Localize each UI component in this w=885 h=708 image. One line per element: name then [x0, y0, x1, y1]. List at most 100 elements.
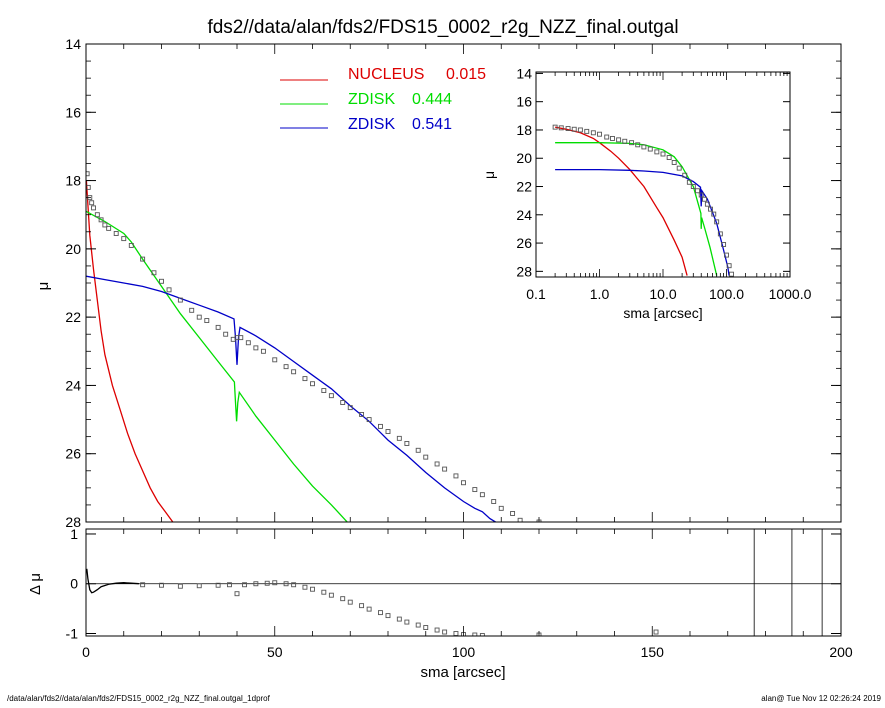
main-data-point — [396, 435, 402, 441]
main-series-zdisk1 — [86, 210, 349, 522]
main-data-point — [215, 324, 221, 330]
legend-entry-nucleus: NUCLEUS 0.015 — [280, 66, 486, 83]
inset-data-point — [654, 149, 660, 155]
inset-y-tick-label: 20 — [516, 150, 532, 166]
main-plot-frame — [85, 43, 842, 523]
main-data-point — [347, 405, 353, 411]
inset-y-tick-label: 14 — [516, 65, 532, 81]
residual-data-point — [196, 583, 202, 589]
inset-data-point — [726, 263, 732, 269]
main-data-point — [140, 256, 146, 262]
residual-data-point — [404, 619, 410, 625]
inset-series-nucleus — [554, 126, 688, 276]
main-data-point — [189, 307, 195, 313]
inset-series-zdisk1 — [555, 142, 718, 276]
main-axes: 14 16 18 20 22 24 26 28 — [65, 36, 842, 530]
residual-data-point — [378, 610, 383, 616]
residual-data-point — [415, 622, 421, 628]
residual-data-point — [272, 580, 278, 586]
main-y-tick-label: 24 — [65, 377, 81, 393]
legend: NUCLEUS 0.015 ZDISK 0.444 ZDISK 0.541 — [280, 66, 486, 133]
residual-plot-area — [86, 529, 841, 636]
main-data-point — [461, 480, 466, 486]
inset-data-point — [641, 144, 647, 150]
footer-filename: /data/alan/fds2//data/alan/fds2/FDS15_00… — [7, 694, 270, 703]
inset-x-tick-label: 100.0 — [709, 286, 744, 302]
residual-data-point — [385, 613, 391, 619]
main-data-point — [89, 200, 95, 206]
inset-data-point — [597, 131, 602, 137]
inset-data-point — [647, 146, 653, 152]
inset-data-point — [717, 231, 723, 237]
inset-data-point — [558, 125, 564, 131]
main-data-point — [321, 388, 327, 393]
residual-x-axis-label: sma [arcsec] — [420, 664, 505, 681]
inset-line-zdisk2 — [555, 168, 730, 276]
residual-x-tick-label: 200 — [829, 644, 853, 660]
residual-data-point — [321, 589, 327, 595]
main-data-point — [94, 212, 100, 218]
residual-x-tick-label: 50 — [267, 644, 283, 660]
main-y-tick-label: 14 — [65, 36, 81, 52]
inset-data-point — [635, 142, 641, 148]
inset-data-point — [616, 137, 622, 143]
residual-data-point — [234, 591, 240, 597]
inset-data-point — [671, 160, 677, 165]
main-data-point — [177, 297, 183, 303]
main-data-point — [106, 225, 112, 231]
inset-data-point — [721, 242, 727, 247]
main-data-point — [128, 242, 134, 248]
residual-data-point — [653, 629, 659, 635]
inset-data-point — [686, 179, 692, 185]
legend-value-zdisk-2: 0.541 — [412, 116, 452, 133]
residual-data-point — [264, 580, 270, 586]
legend-label-nucleus: NUCLEUS — [348, 66, 424, 83]
main-line-nucleus — [86, 180, 174, 522]
main-series-zdisk2 — [86, 275, 497, 522]
residual-data-point — [226, 582, 232, 588]
residual-data-point — [159, 582, 164, 588]
inset-series-zdisk2 — [555, 168, 730, 276]
main-data-point — [113, 231, 119, 236]
main-y-tick-label: 20 — [65, 241, 81, 257]
residual-data-point — [472, 632, 478, 636]
main-data-point — [442, 466, 448, 472]
inset-axes: 14 16 18 20 22 24 26 28 0.1 1.0 10.0 100.0 1000.0 — [516, 65, 811, 302]
inset-data-point — [610, 135, 615, 141]
main-data-point — [385, 429, 391, 434]
main-data-point — [102, 222, 108, 228]
inset-y-tick-label: 26 — [516, 235, 532, 251]
inset-data-point — [729, 271, 734, 277]
main-data-point — [91, 205, 97, 211]
main-data-point — [253, 345, 259, 351]
inset-data-point — [590, 130, 596, 136]
main-data-point — [423, 454, 429, 460]
chart-title: fds2//data/alan/fds2/FDS15_0002_r2g_NZZ_… — [207, 17, 678, 38]
main-data-point — [404, 441, 410, 446]
main-data-point — [166, 287, 172, 293]
main-data-point — [238, 335, 244, 341]
inset-data-point — [676, 165, 682, 171]
inset-y-tick-label: 24 — [516, 207, 532, 223]
inset-data-point — [584, 128, 590, 134]
main-data-point — [151, 270, 157, 276]
legend-entry-zdisk-1: ZDISK 0.444 — [280, 91, 452, 108]
residual-x-tick-label: 0 — [82, 644, 90, 660]
residual-plot-frame — [85, 528, 842, 637]
residual-y-tick-label: -1 — [66, 626, 79, 642]
residual-x-tick-label: 100 — [452, 644, 476, 660]
legend-label-zdisk-1: ZDISK — [348, 91, 395, 108]
main-data-point — [517, 517, 523, 522]
main-data-point — [415, 447, 421, 453]
main-data-point — [366, 417, 372, 423]
main-data-point — [223, 331, 229, 337]
main-y-tick-label: 28 — [65, 514, 81, 530]
inset-data-point — [604, 134, 610, 140]
main-data-point — [479, 492, 485, 498]
main-data-point — [204, 318, 210, 324]
main-data-point — [86, 171, 90, 177]
inset-data-point — [666, 155, 672, 160]
inset-x-tick-label: 1000.0 — [769, 286, 812, 302]
